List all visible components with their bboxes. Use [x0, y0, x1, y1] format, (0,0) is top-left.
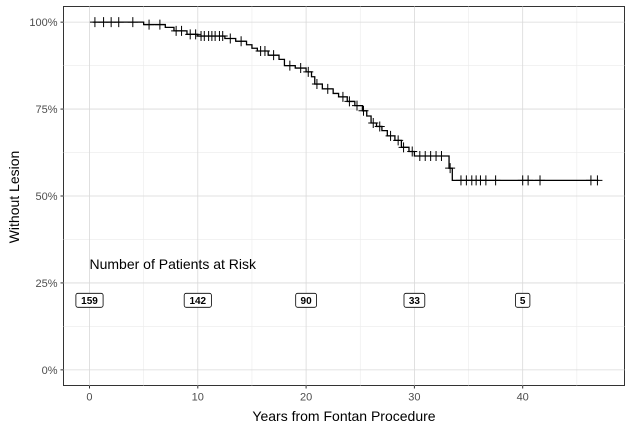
x-tick-label: 10 — [192, 392, 204, 404]
censor-mark — [393, 135, 404, 146]
y-tick-label: 50% — [35, 191, 57, 203]
censor-mark — [351, 100, 362, 111]
censor-mark — [190, 29, 201, 40]
censor-mark — [535, 175, 546, 186]
censor-mark — [144, 19, 155, 30]
censor-mark — [127, 17, 138, 28]
x-tick-label: 40 — [517, 392, 529, 404]
y-axis-title: Without Lesion — [6, 151, 22, 244]
censor-mark — [480, 175, 491, 186]
risk-count-box — [403, 292, 426, 308]
censor-mark — [176, 25, 187, 36]
risk-count-box — [295, 292, 317, 308]
censor-mark — [284, 60, 295, 71]
y-tick-label: 100% — [29, 17, 57, 29]
censor-mark — [89, 17, 100, 28]
censor-mark — [368, 117, 379, 128]
censor-mark — [398, 142, 409, 153]
x-tick-label: 20 — [300, 392, 312, 404]
censor-mark — [259, 46, 270, 57]
risk-count-label: 5 — [520, 296, 526, 307]
censor-mark — [407, 146, 418, 157]
censor-mark — [154, 19, 165, 30]
risk-table-title: Number of Patients at Risk — [89, 256, 257, 272]
y-tick-label: 75% — [35, 104, 57, 116]
y-tick-label: 0% — [42, 365, 58, 377]
risk-count-box — [515, 292, 531, 308]
risk-count-label: 142 — [189, 296, 206, 307]
censor-mark — [322, 83, 333, 94]
y-axis: 0% 25% 50% 75% 100% — [29, 17, 64, 377]
censor-mark — [113, 17, 124, 28]
risk-count-box — [183, 292, 212, 308]
censor-mark — [445, 163, 456, 174]
censor-mark — [268, 50, 279, 61]
censor-mark — [236, 36, 247, 47]
x-axis-title: Years from Fontan Procedure — [252, 408, 435, 424]
censor-mark — [344, 96, 355, 107]
risk-count-label: 159 — [81, 296, 98, 307]
censor-mark — [436, 151, 447, 162]
censor-mark — [374, 121, 385, 132]
censor-mark — [225, 33, 236, 44]
censor-mark — [385, 130, 396, 141]
censor-mark — [311, 79, 322, 90]
grid-lines — [63, 6, 625, 386]
censor-mark — [295, 63, 306, 74]
censor-mark — [303, 66, 314, 77]
censor-mark — [523, 175, 534, 186]
y-tick-label: 25% — [35, 278, 57, 290]
censor-mark — [490, 175, 501, 186]
censor-mark — [592, 175, 603, 186]
x-tick-label: 0 — [86, 392, 92, 404]
censor-mark — [217, 31, 228, 42]
x-tick-label: 30 — [408, 392, 420, 404]
x-axis: 0 10 20 30 40 — [86, 385, 529, 404]
risk-count-label: 90 — [301, 296, 313, 307]
risk-table: 159 142 90 33 5 — [75, 292, 531, 308]
censor-marks — [89, 17, 603, 186]
risk-count-label: 33 — [409, 296, 421, 307]
censor-mark — [337, 91, 348, 102]
censor-mark — [358, 105, 369, 116]
risk-count-box — [75, 292, 104, 308]
